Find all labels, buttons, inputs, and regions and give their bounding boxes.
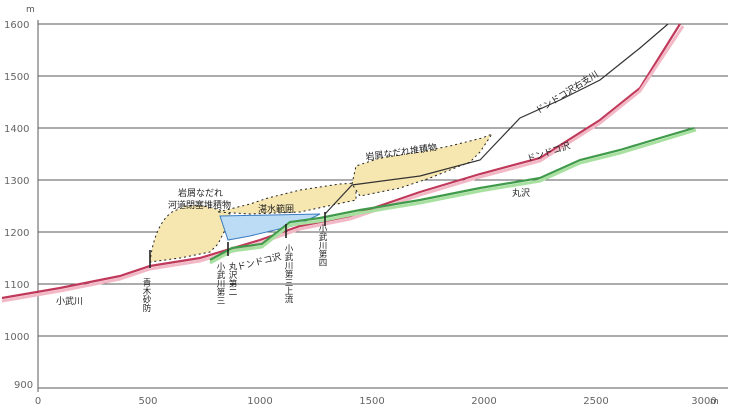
y-tick-label: 1200 — [4, 228, 29, 239]
x-tick-label: 1000 — [247, 396, 272, 407]
label-debris-lower-2: 河道閉塞堆積物 — [168, 199, 231, 211]
dondoko-right-tributary-line — [324, 23, 669, 215]
label-komu4-dam: 小武川第四 — [317, 223, 327, 266]
y-tick-label: 1400 — [4, 124, 29, 135]
debris-deposit-upper — [351, 132, 494, 197]
x-tick-label: 3000 — [691, 396, 716, 407]
maruzawa-shade — [209, 128, 697, 265]
x-axis-unit: m — [710, 397, 719, 407]
x-tick-label: 0 — [35, 396, 41, 407]
y-tick-label: 1500 — [4, 72, 29, 83]
label-aoki-dam: 青木砂防 — [141, 277, 151, 313]
label-dondoko-lower: ドンドコ沢 — [236, 250, 283, 273]
dam-markers — [149, 212, 326, 268]
y-tick-label: 1300 — [4, 176, 29, 187]
y-tick-label: 900 — [14, 380, 33, 391]
y-tick-label: 1600 — [4, 20, 29, 31]
debris-deposit-middle — [217, 182, 357, 215]
grid — [38, 23, 728, 389]
label-maruzawa-dam: 丸沢第二 — [227, 261, 237, 296]
y-tick-label: 1000 — [4, 332, 29, 343]
label-maruzawa: 丸沢 — [512, 187, 530, 199]
y-axis-unit: m — [26, 5, 35, 15]
x-tick-labels: 0 500 1000 1500 2000 2500 3000 — [35, 396, 717, 407]
x-tick-label: 2000 — [471, 396, 496, 407]
x-tick-label: 500 — [138, 396, 157, 407]
x-tick-label: 1500 — [359, 396, 384, 407]
maruzawa-line — [209, 126, 695, 261]
debris-deposit-lower — [149, 204, 231, 263]
label-dondoko-right: ドンドコ沢右支川 — [533, 68, 600, 116]
label-komu3-upper-dam: 小武川第三上流 — [283, 243, 293, 304]
y-tick-labels: 1600 1500 1400 1300 1200 1100 1000 900 — [4, 20, 33, 391]
label-dondoko: ドンドコ沢 — [525, 140, 572, 165]
x-tick-label: 2500 — [583, 396, 608, 407]
label-komu3-dam: 小武川第三 — [215, 261, 225, 304]
label-komutagawa: 小武川 — [56, 295, 83, 307]
label-reservoir: 湛水範囲 — [258, 203, 294, 215]
y-tick-label: 1100 — [4, 280, 29, 291]
label-debris-lower-1: 岩屑なだれ — [178, 187, 223, 199]
